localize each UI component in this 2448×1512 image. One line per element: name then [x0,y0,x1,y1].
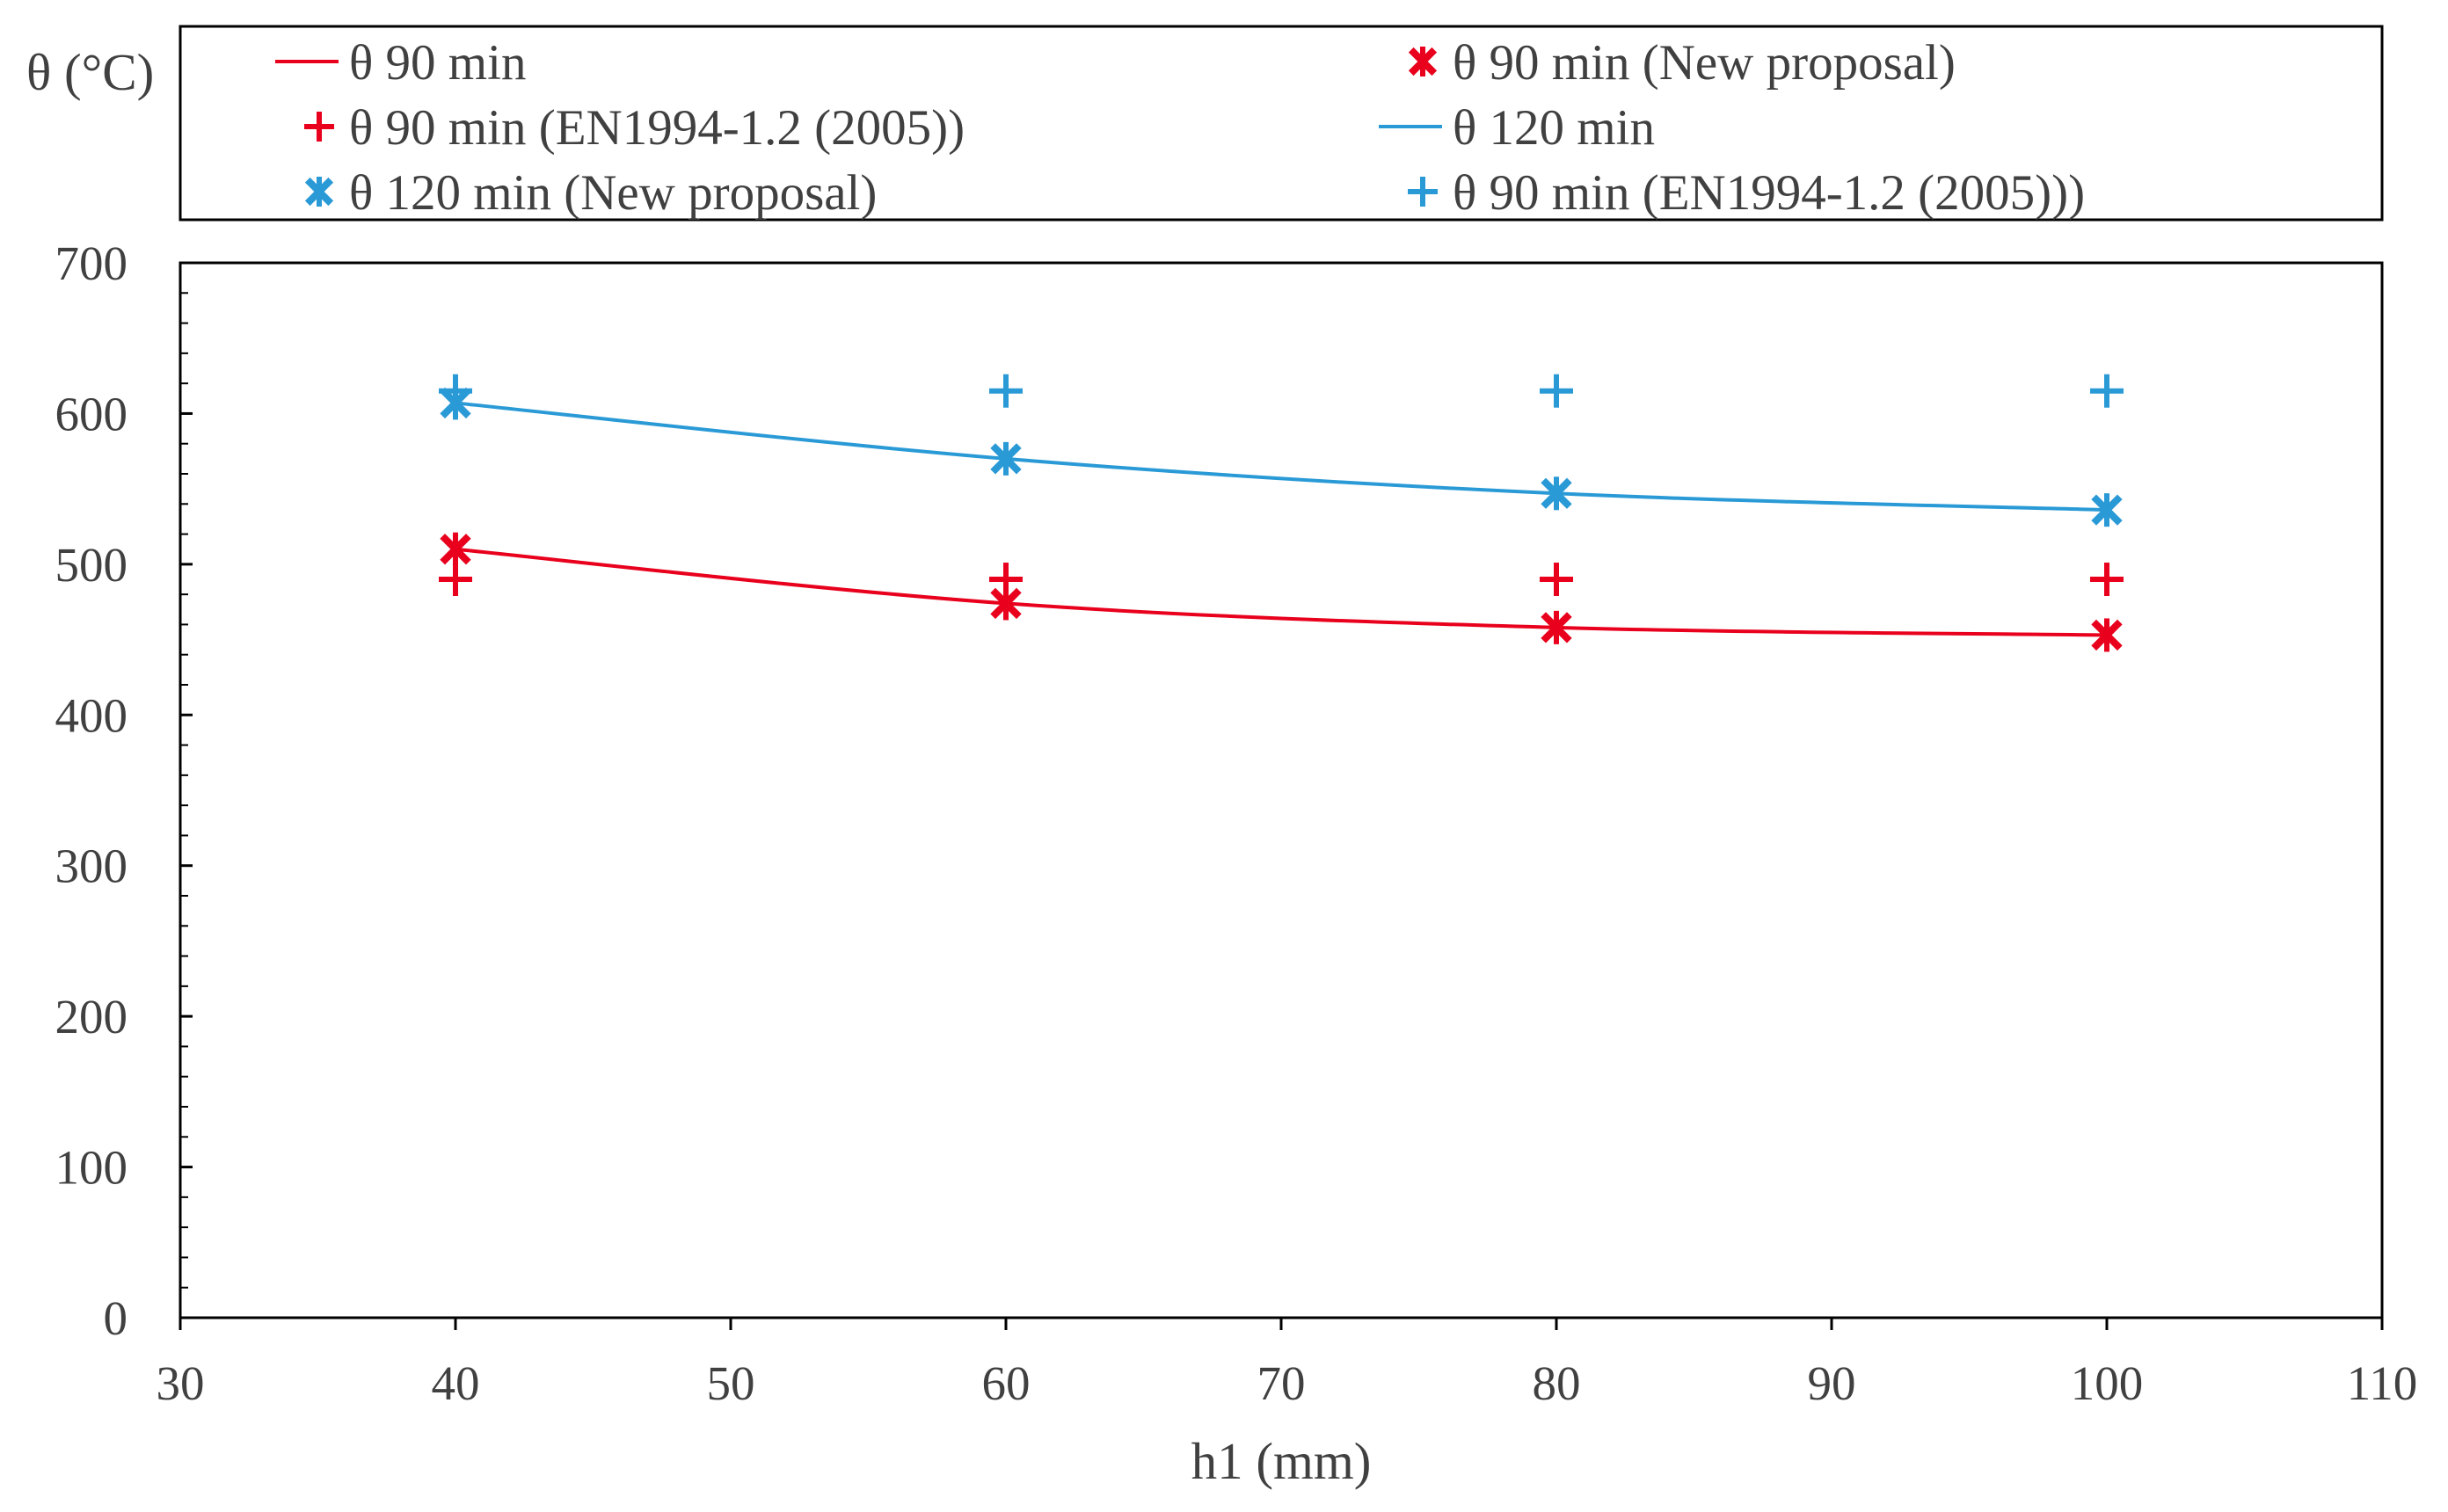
legend-item-1: θ 90 min (New proposal) [1408,35,1956,91]
legend-item-2: θ 90 min (EN1994-1.2 (2005)) [304,100,965,156]
legend-swatch [1408,177,1438,207]
data-point-2-1 [989,563,1023,596]
x-tick-label: 90 [1808,1356,1856,1410]
data-point-5-3 [2090,374,2124,408]
data-point-1-3 [2091,618,2123,652]
data-point-2-3 [2090,563,2124,596]
legend-swatch [304,177,334,207]
legend-item-5: θ 90 min (EN1994-1.2 (2005))) [1408,165,2085,221]
plot-frame [178,261,2384,1319]
y-tick-label: 700 [55,236,128,290]
y-tick-label: 500 [55,538,128,592]
legend-label: θ 90 min (EN1994-1.2 (2005))) [1453,165,2085,221]
x-tick-label: 30 [157,1356,205,1410]
y-tick-label: 100 [55,1141,128,1195]
data-point-4-1 [990,441,1022,476]
legend-frame [178,25,2384,222]
x-tick-label: 100 [2071,1356,2144,1410]
y-minor-ticks [180,292,188,1289]
data-point-5-1 [989,374,1023,408]
x-tick-label: 110 [2347,1356,2417,1410]
legend-item-4: θ 120 min (New proposal) [304,165,877,221]
x-axis-ticks: 30 40 50 60 70 80 90 100 110 [157,1318,2417,1410]
series-line-0 [455,547,2108,637]
x-tick-label: 80 [1533,1356,1581,1410]
legend-label: θ 90 min (New proposal) [1453,35,1956,91]
y-axis-label: θ (°C) [26,43,154,101]
y-tick-label: 200 [55,990,128,1043]
legend-label: θ 120 min [1453,100,1655,156]
legend-swatch [1408,47,1438,76]
y-tick-label: 600 [55,387,128,440]
legend-label: θ 90 min [349,35,526,91]
legend-item-3: θ 120 min [1379,100,1655,156]
data-point-4-3 [2091,493,2123,527]
y-tick-label: 0 [104,1291,128,1345]
y-tick-label: 400 [55,688,128,742]
x-axis-label: h1 (mm) [1191,1432,1372,1490]
data-point-2-0 [439,563,472,596]
legend-label: θ 90 min (EN1994-1.2 (2005)) [349,100,965,156]
legend-label: θ 120 min (New proposal) [349,165,877,221]
plot-area: 30 40 50 60 70 80 90 100 110 0 100 200 300 400 500 600… [55,236,2418,1410]
series-line-3 [455,401,2108,512]
data-point-4-2 [1541,476,1572,511]
data-point-2-2 [1540,563,1573,596]
legend-item-0: θ 90 min [275,35,526,91]
data-point-1-0 [440,532,471,566]
series-markers [439,374,2124,652]
x-tick-label: 70 [1257,1356,1306,1410]
x-tick-label: 40 [432,1356,480,1410]
legend: θ 90 min θ 90 min (New proposal) θ 90 min … [178,25,2384,222]
data-point-1-2 [1541,610,1572,644]
y-tick-label: 300 [55,840,128,893]
legend-swatch [304,112,334,142]
x-tick-label: 60 [982,1356,1031,1410]
x-tick-label: 50 [707,1356,755,1410]
series-lines [455,401,2108,637]
data-point-5-2 [1540,374,1573,408]
data-point-5-0 [439,374,472,408]
y-axis-ticks: 0 100 200 300 400 500 600 700 [55,236,193,1345]
